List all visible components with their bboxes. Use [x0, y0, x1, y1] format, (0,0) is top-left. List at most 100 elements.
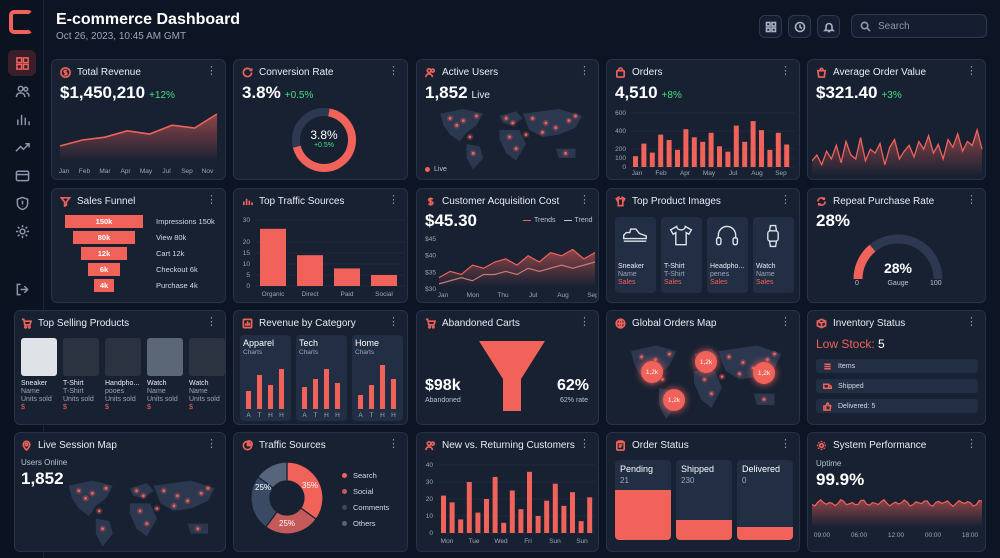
more-menu-icon[interactable]: ⋮	[780, 194, 791, 206]
repeat-purchase-card[interactable]: Repeat Purchase Rate ⋮ 28% 28% Gauge 0 1…	[807, 188, 986, 303]
status-column[interactable]: Delivered 0	[737, 460, 793, 540]
inventory-row-shipped[interactable]: Shipped	[816, 379, 978, 393]
more-menu-icon[interactable]: ⋮	[579, 438, 590, 450]
new-returning-card[interactable]: New vs. Returning Customers ⋮ 0 10 20 30 40 M…	[416, 432, 599, 552]
customer-bar	[518, 509, 524, 533]
abandoned-carts-card[interactable]: Abandoned Carts ⋮ $98k Abandoned 62% 62%…	[416, 310, 599, 425]
location-dot	[176, 494, 179, 498]
customer-bar	[484, 499, 489, 533]
more-menu-icon[interactable]: ⋮	[206, 438, 217, 450]
aov-card[interactable]: Average Order Value ⋮ $321.40 +3%	[807, 59, 986, 180]
trend-icon[interactable]	[8, 134, 36, 160]
analytics-icon[interactable]	[8, 106, 36, 132]
system-performance-card[interactable]: System Performance ⋮ Uptime 99.9% 09:00 0…	[807, 432, 986, 552]
top-product-images-card[interactable]: Top Product Images ⋮ Sneaker Name Sales T-S…	[606, 188, 800, 303]
users-icon[interactable]	[8, 78, 36, 104]
more-menu-icon[interactable]: ⋮	[579, 65, 590, 77]
more-menu-icon[interactable]: ⋮	[388, 194, 399, 206]
inventory-card[interactable]: Inventory Status ⋮ Low Stock: 5 Items Sh…	[807, 310, 986, 425]
more-menu-icon[interactable]: ⋮	[206, 316, 217, 328]
sales-funnel-card[interactable]: Sales Funnel ⋮ 150k Impressions 150k 80k Vi…	[51, 188, 226, 303]
product-image[interactable]	[189, 338, 225, 376]
bell-icon	[822, 22, 835, 32]
more-menu-icon[interactable]: ⋮	[966, 316, 977, 328]
conversion-rate-card[interactable]: Conversion Rate ⋮ 3.8% +0.5% 3.8% +0.5%	[233, 59, 408, 180]
product-tile[interactable]: Sneaker Name Sales	[615, 217, 656, 293]
more-menu-icon[interactable]: ⋮	[579, 316, 590, 328]
inventory-row-items[interactable]: Items	[816, 359, 978, 373]
grid-view-button[interactable]	[759, 15, 782, 38]
traffic-bar	[297, 255, 323, 286]
more-menu-icon[interactable]: ⋮	[388, 65, 399, 77]
donut-slice	[257, 461, 288, 489]
product-name: Watch	[147, 380, 167, 387]
global-orders-card[interactable]: Global Orders Map ⋮ 1,2k 1,2k 1,2k 1,2k	[606, 310, 800, 425]
more-menu-icon[interactable]: ⋮	[966, 194, 977, 206]
inventory-row-delivered[interactable]: Delivered: 5	[816, 399, 978, 413]
top-selling-card[interactable]: Top Selling Products ⋮ Sneaker Name Units …	[14, 310, 226, 425]
status-column[interactable]: Shipped 230	[676, 460, 732, 540]
category-tile[interactable]: Home Charts A T H H	[352, 335, 403, 421]
order-status-card[interactable]: Order Status ⋮ Pending 21 Shipped 230 Delive…	[606, 432, 800, 552]
location-dot	[710, 392, 713, 396]
product-tile[interactable]: Watch Name Sales	[753, 217, 794, 293]
status-column[interactable]: Pending 21	[615, 460, 671, 540]
revenue-area	[60, 114, 217, 162]
product-tile[interactable]: T-Shirt T-Shirt Sales	[661, 217, 702, 293]
location-dot	[101, 527, 104, 531]
product-image[interactable]	[63, 338, 99, 376]
more-menu-icon[interactable]: ⋮	[966, 438, 977, 450]
more-menu-icon[interactable]: ⋮	[966, 65, 977, 77]
live-session-card[interactable]: Live Session Map ⋮ Users Online 1,852	[14, 432, 226, 552]
more-menu-icon[interactable]: ⋮	[388, 316, 399, 328]
product-image[interactable]	[21, 338, 57, 376]
more-menu-icon[interactable]: ⋮	[579, 194, 590, 206]
active-users-card[interactable]: Active Users ⋮ 1,852 Live Live	[416, 59, 599, 180]
category-bar	[358, 395, 363, 409]
revenue-category-card[interactable]: Revenue by Category ⋮ Apparel Charts A T H H T…	[233, 310, 408, 425]
product-image[interactable]	[147, 338, 183, 376]
x-tick: Jul	[162, 168, 171, 175]
more-menu-icon[interactable]: ⋮	[388, 438, 399, 450]
customer-bar	[570, 492, 575, 533]
card-title: Top Product Images	[632, 196, 721, 207]
product-name: Sneaker	[21, 380, 48, 387]
product-tile[interactable]: Headpho... penes Sales	[707, 217, 748, 293]
top-traffic-card[interactable]: Top Traffic Sources ⋮ 0 5 10 15 20 30 Organic D…	[233, 188, 408, 303]
history-button[interactable]	[788, 15, 811, 38]
x-tick: H	[380, 412, 385, 419]
more-menu-icon[interactable]: ⋮	[780, 316, 791, 328]
category-bar	[302, 387, 307, 409]
logout-icon[interactable]	[8, 276, 36, 302]
location-dot	[544, 121, 548, 125]
customer-bar	[578, 521, 584, 533]
location-dot	[448, 116, 452, 120]
search-input[interactable]	[878, 20, 978, 32]
category-tile[interactable]: Tech Charts A T H H	[296, 335, 347, 421]
order-marker: 1,2k	[695, 351, 717, 373]
orders-card[interactable]: Orders ⋮ 4,510 +8% 0 100 200 400 600 Jan Feb Apr…	[606, 59, 800, 180]
total-revenue-card[interactable]: Total Revenue ⋮ $1,450,210 +12% Jan Feb Mar…	[51, 59, 226, 180]
more-menu-icon[interactable]: ⋮	[780, 438, 791, 450]
revenue-chart: Jan Feb Mar Apr May Jul Sep Nov	[59, 113, 218, 175]
order-bar	[759, 130, 764, 167]
more-menu-icon[interactable]: ⋮	[206, 65, 217, 77]
settings-icon[interactable]	[8, 218, 36, 244]
y-tick: 0	[429, 530, 433, 537]
cac-card[interactable]: Customer Acquisition Cost ⋮ $45.30 Trend…	[416, 188, 599, 303]
category-tile[interactable]: Apparel Charts A T H H	[240, 335, 291, 421]
traffic-sources-card[interactable]: Traffic Sources ⋮ 35% 25% 25% Search Soci…	[233, 432, 408, 552]
more-menu-icon[interactable]: ⋮	[206, 194, 217, 206]
search-icon	[860, 21, 871, 32]
location-dot	[574, 114, 577, 118]
cac-value: $45.30	[425, 211, 477, 230]
card-title: Average Order Value	[833, 67, 927, 78]
product-image[interactable]	[105, 338, 141, 376]
wallet-icon[interactable]	[8, 162, 36, 188]
search-box[interactable]	[851, 14, 987, 38]
dashboard-icon[interactable]	[8, 50, 36, 76]
more-menu-icon[interactable]: ⋮	[780, 65, 791, 77]
shield-icon[interactable]	[8, 190, 36, 216]
notifications-button[interactable]	[817, 15, 840, 38]
card-title: Top Selling Products	[38, 318, 130, 329]
